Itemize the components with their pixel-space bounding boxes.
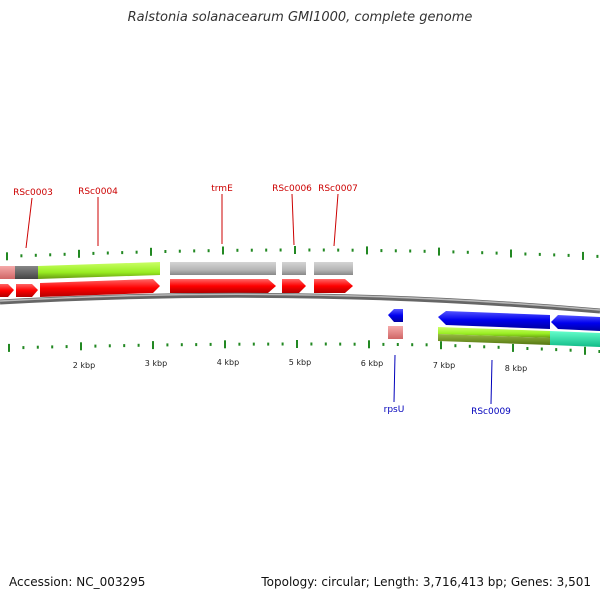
outer-scale-ticks	[6, 246, 599, 261]
reverse-cds-row	[388, 309, 600, 331]
reverse-gene-labels: rpsU RSc0009	[384, 354, 511, 417]
scale-label: 6 kbp	[361, 359, 383, 368]
scale-label: 7 kbp	[433, 361, 455, 370]
forward-cog-strip	[0, 262, 353, 279]
cog-block-dark	[15, 266, 38, 279]
gene-label-RSc0007[interactable]: RSc0007	[318, 184, 358, 194]
cog-block-teal	[550, 331, 600, 347]
scale-label: 8 kbp	[505, 364, 527, 373]
genome-backbone	[0, 292, 600, 314]
cog-block-olive-RSc0009	[438, 334, 550, 345]
gene-label-rpsU[interactable]: rpsU	[384, 405, 405, 415]
cog-block-gray-trmE	[170, 262, 276, 275]
cds-arrow-reverse	[551, 315, 600, 331]
cds-arrow-forward	[314, 279, 353, 293]
reverse-cog-strip	[388, 326, 600, 347]
cds-arrow-reverse	[388, 309, 403, 322]
cds-arrow-forward	[282, 279, 306, 293]
gene-label-RSc0006[interactable]: RSc0006	[272, 184, 312, 194]
genome-backbone-highlight	[0, 293, 600, 311]
gene-label-RSc0003[interactable]: RSc0003	[13, 188, 53, 198]
label-leader	[393, 354, 396, 403]
scale-labels: 2 kbp 3 kbp 4 kbp 5 kbp 6 kbp 7 kbp 8 kb…	[73, 358, 527, 373]
cog-block-green	[38, 262, 160, 279]
cog-block-pink-rpsU	[388, 326, 403, 339]
cds-arrow-forward	[40, 279, 160, 297]
map-title: Ralstonia solanacearum GMI1000, complete…	[127, 10, 473, 25]
cog-block-gray-RSc0006	[282, 262, 306, 275]
cog-block-gray-RSc0007	[314, 262, 353, 275]
scale-label: 3 kbp	[145, 359, 167, 368]
forward-cds-row	[0, 279, 353, 297]
cog-block-pink	[0, 266, 15, 279]
cds-arrow-reverse	[438, 311, 550, 329]
cds-arrow-forward	[170, 279, 276, 293]
inner-scale-ticks	[8, 340, 600, 355]
gene-label-RSc0004[interactable]: RSc0004	[78, 187, 118, 197]
gene-label-RSc0009[interactable]: RSc0009	[471, 407, 511, 417]
label-leader	[291, 193, 295, 246]
cog-block-green-RSc0009	[438, 327, 550, 338]
label-leader	[490, 359, 493, 405]
forward-gene-labels: RSc0003 RSc0004 trmE RSc0006 RSc0007	[13, 184, 358, 249]
scale-label: 5 kbp	[289, 358, 311, 367]
scale-label: 4 kbp	[217, 358, 239, 367]
label-leader	[333, 193, 339, 247]
gene-label-trmE[interactable]: trmE	[211, 184, 233, 194]
accession-text: Accession: NC_003295	[9, 575, 146, 589]
cds-arrow-forward	[0, 284, 14, 297]
label-leader	[25, 197, 33, 249]
topology-text: Topology: circular; Length: 3,716,413 bp…	[261, 575, 591, 589]
scale-label: 2 kbp	[73, 361, 95, 370]
cds-arrow-forward	[16, 284, 38, 297]
